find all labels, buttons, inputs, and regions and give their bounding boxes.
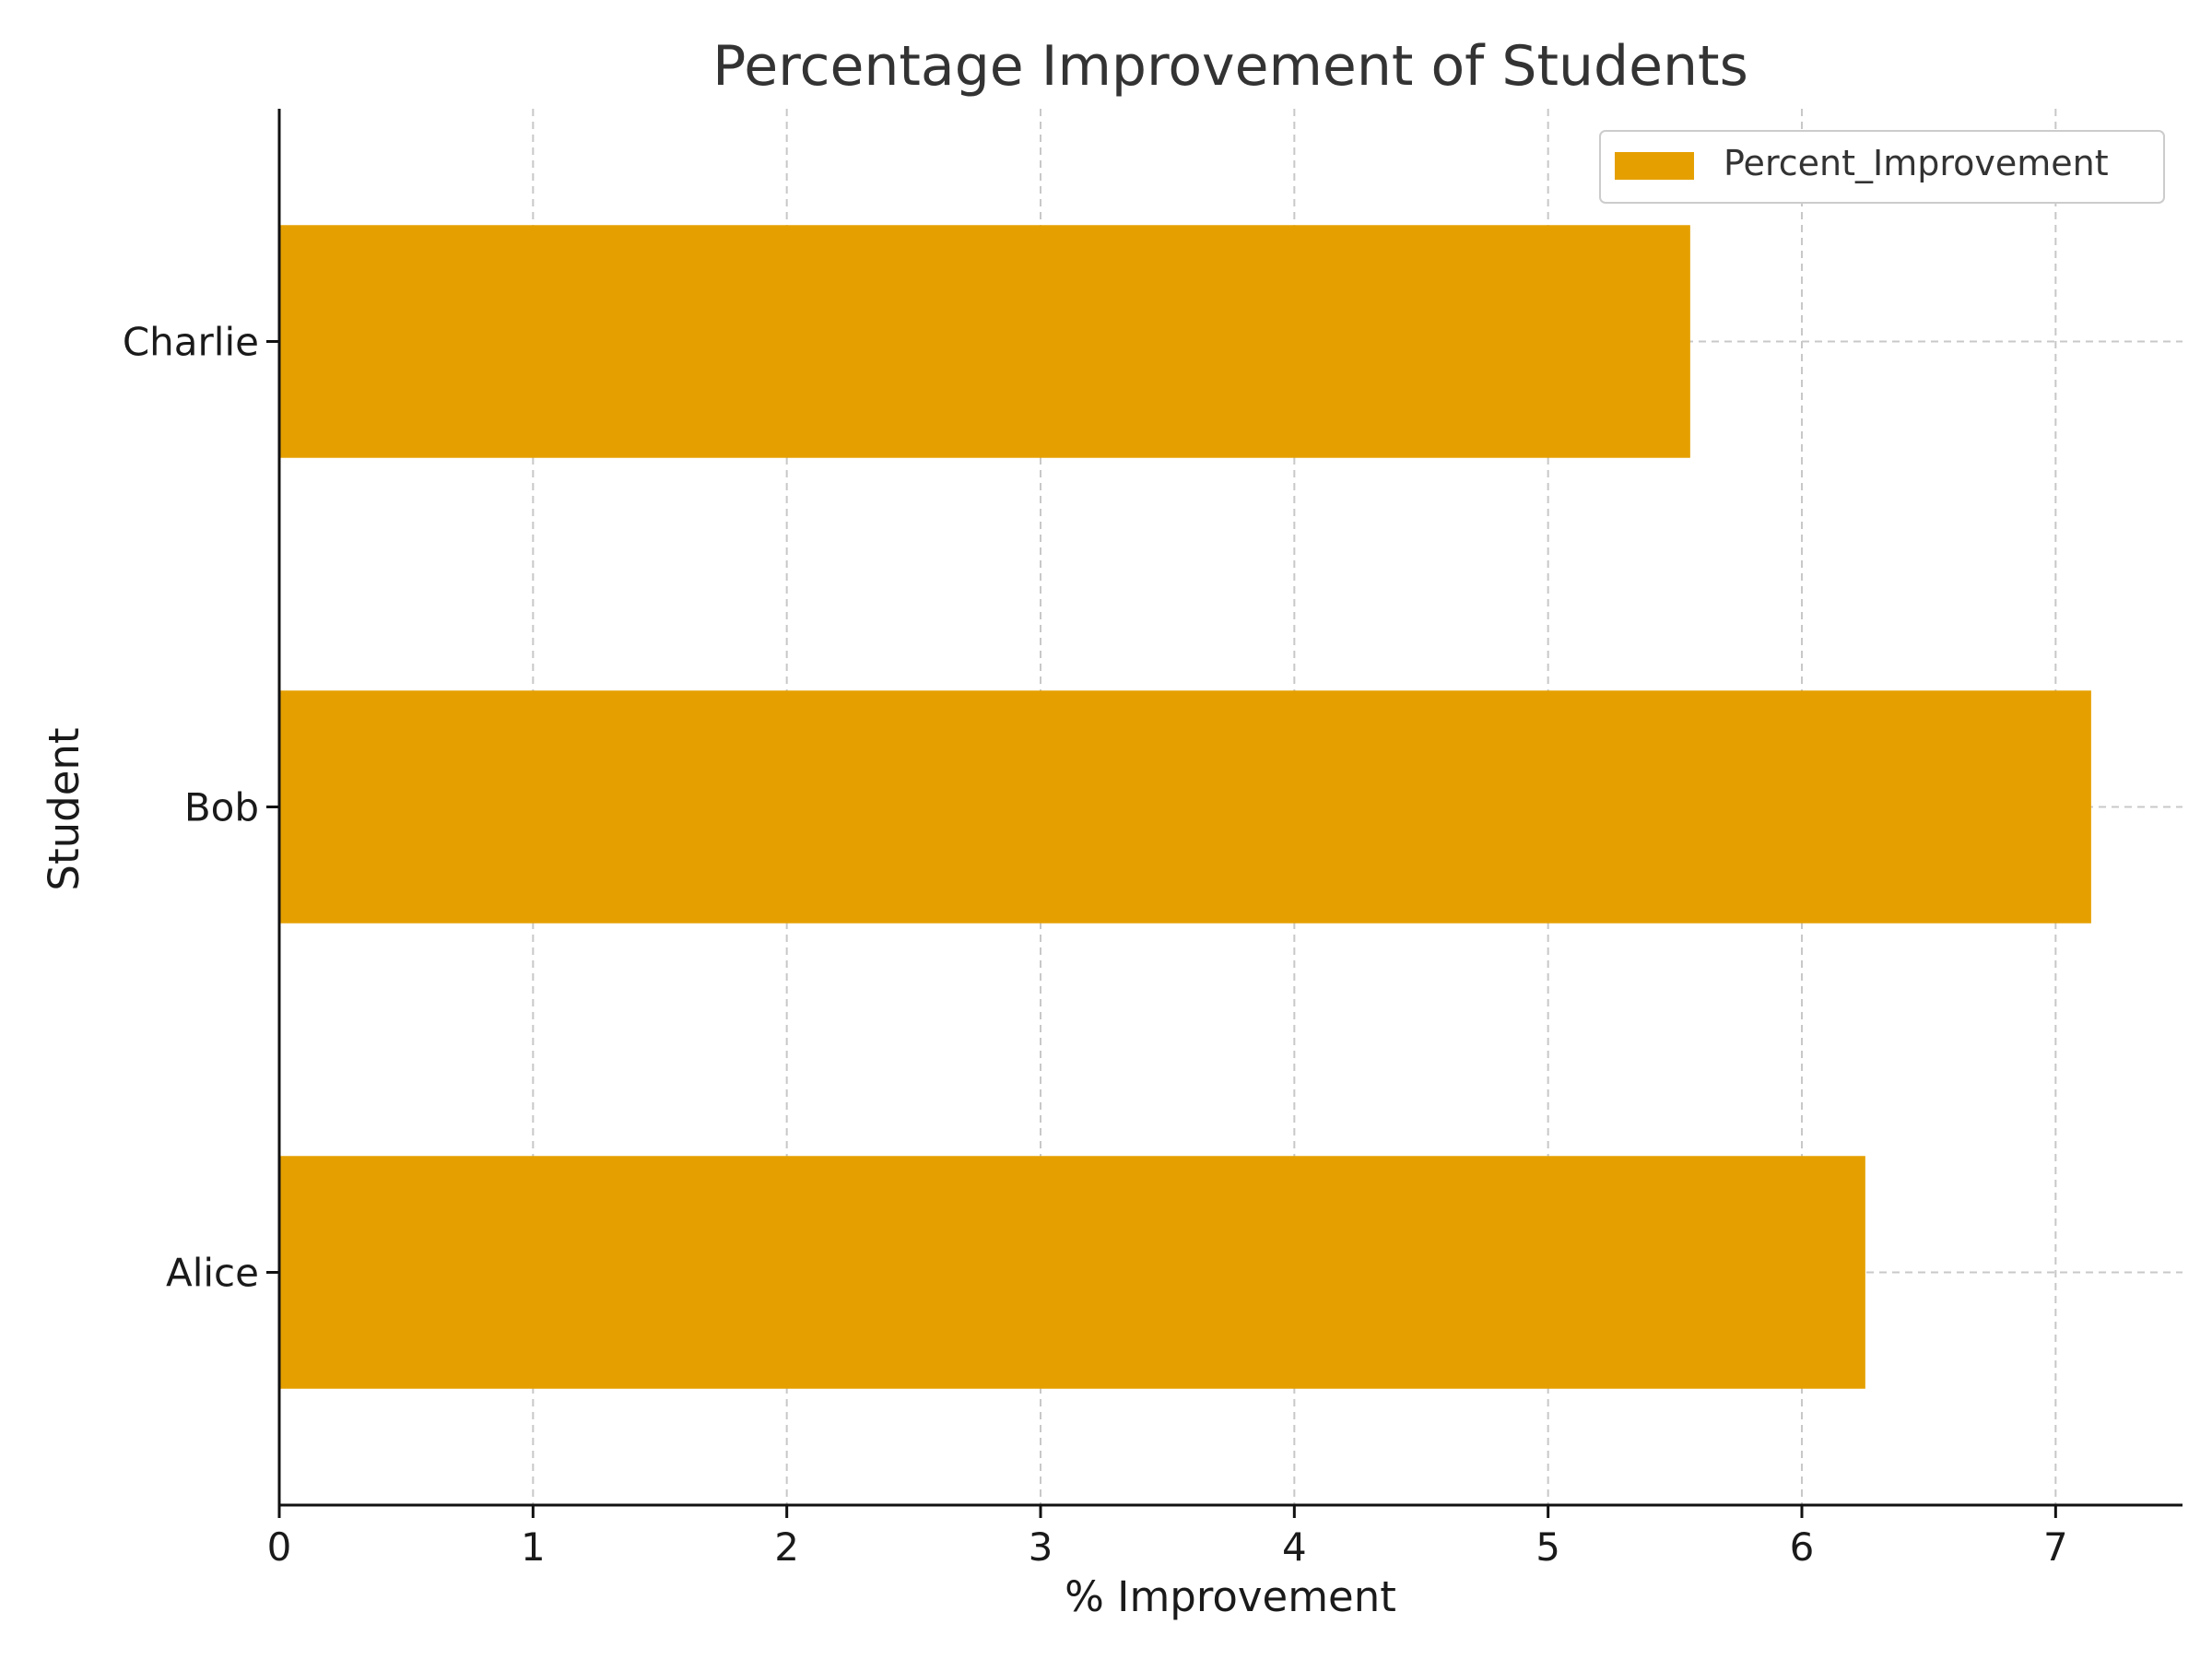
bar-charlie [279, 225, 1690, 458]
x-tick-label: 4 [1282, 1524, 1307, 1570]
y-tick-label-charlie: Charlie [123, 320, 259, 365]
x-tick-label: 5 [1535, 1524, 1560, 1570]
x-tick-label: 0 [267, 1524, 292, 1570]
x-tick-label: 7 [2043, 1524, 2068, 1570]
x-tick-label: 2 [774, 1524, 799, 1570]
y-tick-label-alice: Alice [166, 1251, 259, 1296]
legend-swatch [1615, 152, 1694, 180]
x-tick-label: 1 [521, 1524, 546, 1570]
legend: Percent_Improvement [1599, 130, 2165, 204]
bar-bob [279, 690, 2091, 924]
x-tick-label: 6 [1790, 1524, 1815, 1570]
legend-frame [1599, 130, 2165, 204]
chart-title: Percentage Improvement of Students [712, 34, 1748, 99]
x-axis-label: % Improvement [1065, 1572, 1396, 1621]
legend-label: Percent_Improvement [1724, 143, 2109, 183]
y-axis-label: Student [40, 727, 88, 890]
bars [279, 225, 2091, 1389]
bar-alice [279, 1156, 1865, 1389]
ticks: 0 1 2 3 4 5 6 7 Alice Bob Charlie [123, 320, 2068, 1571]
y-tick-label-bob: Bob [184, 785, 259, 830]
x-tick-label: 3 [1029, 1524, 1053, 1570]
